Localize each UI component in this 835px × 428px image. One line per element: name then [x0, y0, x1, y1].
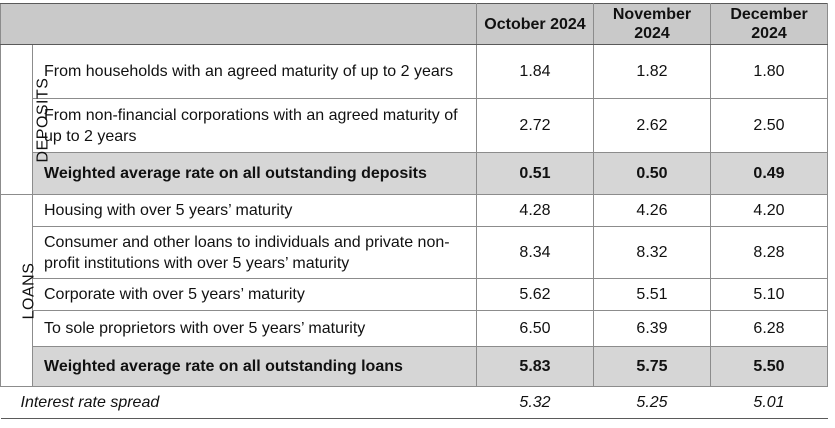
- value-cell: 6.39: [593, 310, 711, 347]
- interest-rate-table: October 2024 November 2024 December 2024…: [0, 3, 828, 419]
- value-cell: 4.20: [710, 194, 828, 227]
- value-cell: 1.80: [710, 44, 828, 99]
- value-cell: 5.32: [476, 386, 594, 419]
- value-cell: 0.49: [710, 152, 828, 195]
- header-october-2024: October 2024: [476, 3, 594, 45]
- value-cell: 5.75: [593, 346, 711, 387]
- table-row: DEPOSITS From households with an agreed …: [0, 44, 828, 195]
- value-cell: 4.28: [476, 194, 594, 227]
- value-cell: 8.32: [593, 226, 711, 279]
- deposits-section-label: DEPOSITS: [34, 77, 52, 162]
- interest-rate-table-container: October 2024 November 2024 December 2024…: [0, 3, 828, 419]
- table-row: LOANS Housing with over 5 years’ maturit…: [0, 194, 828, 387]
- header-december-2024: December 2024: [710, 3, 828, 45]
- value-cell: 5.25: [593, 386, 711, 419]
- header-november-2024: November 2024: [593, 3, 711, 45]
- row-label: To sole proprietors with over 5 years’ m…: [32, 310, 477, 347]
- table-row: Consumer and other loans to individuals …: [1, 226, 828, 279]
- deposits-section-label-cell: DEPOSITS: [0, 44, 51, 195]
- value-cell: 5.83: [476, 346, 594, 387]
- value-cell: 0.50: [593, 152, 711, 195]
- interest-rate-spread-row: Interest rate spread 5.32 5.25 5.01: [0, 386, 828, 419]
- table-header-row: October 2024 November 2024 December 2024: [0, 3, 828, 45]
- row-label: Housing with over 5 years’ maturity: [32, 194, 477, 227]
- table-row: From non-financial corporations with an …: [1, 98, 828, 153]
- value-cell: 5.01: [710, 386, 828, 419]
- value-cell: 1.82: [593, 44, 711, 99]
- table-row: Corporate with over 5 years’ maturity 5.…: [1, 278, 828, 311]
- loans-section-label-cell: LOANS: [0, 194, 37, 387]
- value-cell: 6.50: [476, 310, 594, 347]
- value-cell: 2.50: [710, 98, 828, 153]
- value-cell: 2.72: [476, 98, 594, 153]
- value-cell: 6.28: [710, 310, 828, 347]
- row-label: Corporate with over 5 years’ maturity: [32, 278, 477, 311]
- value-cell: 8.28: [710, 226, 828, 279]
- row-label: From non-financial corporations with an …: [32, 98, 477, 153]
- deposits-average-row: Weighted average rate on all outstanding…: [1, 152, 828, 195]
- value-cell: 5.51: [593, 278, 711, 311]
- loans-average-row: Weighted average rate on all outstanding…: [1, 346, 828, 387]
- row-label: From households with an agreed maturity …: [32, 44, 477, 99]
- row-label: Consumer and other loans to individuals …: [32, 226, 477, 279]
- value-cell: 5.62: [476, 278, 594, 311]
- value-cell: 0.51: [476, 152, 594, 195]
- value-cell: 1.84: [476, 44, 594, 99]
- value-cell: 2.62: [593, 98, 711, 153]
- value-cell: 4.26: [593, 194, 711, 227]
- value-cell: 5.10: [710, 278, 828, 311]
- row-label: Interest rate spread: [0, 386, 477, 419]
- value-cell: 5.50: [710, 346, 828, 387]
- row-label: Weighted average rate on all outstanding…: [32, 152, 477, 195]
- table-row: To sole proprietors with over 5 years’ m…: [1, 310, 828, 347]
- loans-section-label: LOANS: [20, 262, 38, 319]
- value-cell: 8.34: [476, 226, 594, 279]
- row-label: Weighted average rate on all outstanding…: [32, 346, 477, 387]
- header-blank-cell: [0, 3, 477, 45]
